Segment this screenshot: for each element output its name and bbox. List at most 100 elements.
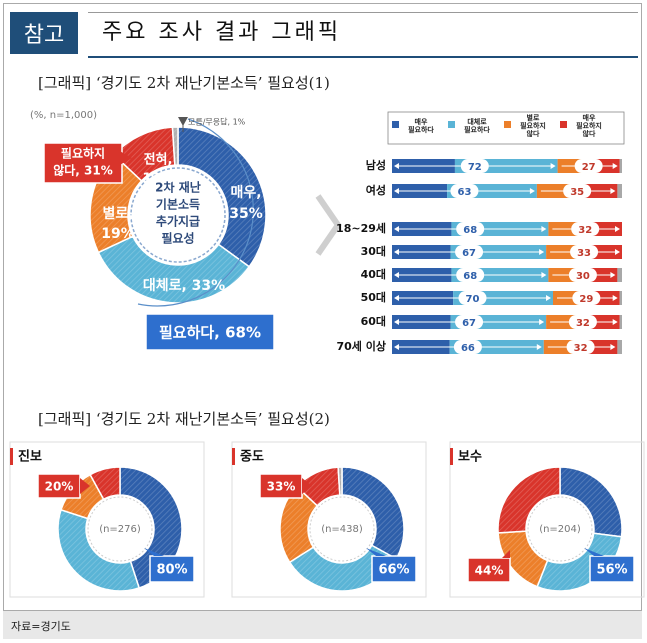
source-note: 자료=경기도	[3, 610, 642, 639]
bar-notneed-arrowhead	[612, 295, 618, 301]
panel-donut-1-slice-hatch-1	[289, 545, 397, 591]
panel-notneed-box	[37, 473, 81, 499]
panel-title: 보수	[458, 450, 482, 465]
bar-notneed-arrowhead	[610, 344, 616, 350]
legend-label-1: 대체로	[467, 117, 487, 126]
donut-center-ring	[130, 167, 226, 263]
bar-notneed-label: 33	[577, 248, 591, 259]
panel-need-text: 56%	[596, 563, 627, 578]
bar-need-arrowhead-r	[546, 295, 551, 301]
bar-notneed-pill	[571, 222, 600, 236]
bar-notneed-pill	[570, 245, 599, 259]
bar-need-arrowhead-l	[394, 188, 399, 194]
legend-label-0: 매우	[415, 117, 428, 126]
bar-dk	[619, 315, 622, 329]
panel-donut-0-slice-hatch-2	[61, 474, 104, 519]
bar-category: 70세 이상	[337, 339, 387, 353]
bar-dk	[617, 184, 622, 198]
bar-need-arrowhead-l	[394, 344, 399, 350]
bar-category: 30대	[361, 244, 386, 258]
bar-notneed-label: 32	[574, 343, 588, 354]
panel-title: 진보	[18, 449, 42, 465]
panel-donut-0-slice-hatch-1	[58, 509, 140, 591]
panel-center-ring	[309, 496, 375, 562]
need-box	[145, 313, 275, 351]
legend-label-2: 별로	[527, 113, 540, 122]
panel-title: 중도	[240, 450, 264, 465]
panel-donut-2-slice-hatch-2	[498, 531, 548, 587]
panel-notneed-pointer	[502, 550, 510, 558]
main-donut-slice-hatch-1	[98, 236, 250, 304]
panel-donut-1-slice-hatch-4	[338, 467, 342, 496]
panel-border	[9, 441, 205, 598]
panel-donut-0-slice-hatch-3	[90, 467, 120, 500]
legend-label-2: 필요하지	[520, 121, 546, 130]
bar-need-pill	[456, 268, 485, 282]
bar-need-arrowhead-l	[394, 163, 399, 169]
bar-need-label: 67	[462, 318, 476, 329]
main-donut-slice-hatch-3	[113, 127, 175, 181]
bar-need-arrowhead-l	[394, 226, 399, 232]
bar-category: 40대	[361, 267, 386, 281]
panel-need-box	[371, 555, 417, 583]
section1-title: [그래픽] ‘경기도 2차 재난기본소득’ 필요성(1)	[38, 74, 330, 92]
bar-notneed-pill	[574, 159, 603, 173]
panel-need-pointer	[584, 548, 604, 556]
main-donut-slice-hatch-4	[172, 127, 178, 166]
panel-center-ring	[87, 496, 153, 562]
bar-need-arrowhead-l	[394, 295, 399, 301]
label-somewhat: 대체로, 33%	[143, 278, 225, 294]
header-top-rule	[88, 12, 638, 13]
main-donut-slice-hatch-0	[178, 127, 267, 267]
not-need-box	[43, 142, 123, 184]
panel-n: (n=276)	[99, 524, 141, 535]
bar-notneed-arrowhead	[615, 226, 620, 232]
bar-need-arrowhead-r	[541, 226, 547, 232]
legend-swatch-2	[504, 121, 511, 128]
bar-category: 18~29세	[336, 221, 386, 235]
not-need-text-pct: 않다, 31%	[53, 163, 113, 178]
bar-need-label: 68	[463, 225, 477, 236]
panel-notneed-text: 20%	[45, 480, 74, 494]
bar-notneed-pill	[568, 268, 597, 282]
bar-notneed-label: 32	[578, 225, 592, 236]
bar-notneed-arrowhead	[615, 249, 620, 255]
header-title: 주요 조사 결과 그래픽	[102, 20, 342, 45]
bar-need-arrowhead-r	[536, 344, 542, 350]
bar-notneed-label: 35	[570, 187, 584, 198]
bar-need-arrowhead-r	[539, 249, 545, 255]
panel-need-pointer	[366, 548, 386, 556]
bar-dk	[617, 340, 622, 354]
small-note-marker	[178, 117, 188, 126]
label-not-at-all-pct: 12%	[142, 172, 173, 187]
legend-swatch-3	[560, 121, 567, 128]
bar-category: 60대	[361, 314, 386, 328]
panel-marker	[232, 448, 235, 465]
bar-need-pill	[455, 315, 484, 329]
bar-need-arrowhead-r	[529, 188, 535, 194]
donut-center-text: 2차 재난	[155, 180, 201, 195]
bar-need-label: 66	[461, 343, 475, 354]
panel-marker	[10, 448, 13, 465]
panel-donut-1-slice-hatch-2	[280, 486, 318, 563]
legend-label-3: 않다	[583, 129, 596, 138]
bar-need-label: 70	[466, 294, 480, 305]
panel-n: (n=438)	[321, 524, 363, 535]
legend-label-2: 않다	[527, 129, 540, 138]
section2-title: [그래픽] ‘경기도 2차 재난기본소득’ 필요성(2)	[38, 410, 330, 428]
bar-need-label: 63	[457, 187, 471, 198]
panel-need-pointer	[144, 548, 164, 556]
panel-notneed-text: 33%	[267, 480, 296, 494]
legend-label-1: 필요하다	[464, 125, 490, 134]
header-badge: 참고	[10, 12, 78, 54]
bar-need-label: 68	[463, 271, 477, 282]
panel-center-ring	[527, 496, 593, 562]
legend-swatch-1	[448, 121, 455, 128]
bar-need-pill	[450, 184, 479, 198]
legend-swatch-0	[392, 121, 399, 128]
bar-need-arrowhead-l	[394, 249, 399, 255]
legend-label-0: 필요하다	[408, 125, 434, 134]
bar-need-arrowhead-r	[541, 272, 547, 278]
bar-dk	[619, 291, 622, 305]
